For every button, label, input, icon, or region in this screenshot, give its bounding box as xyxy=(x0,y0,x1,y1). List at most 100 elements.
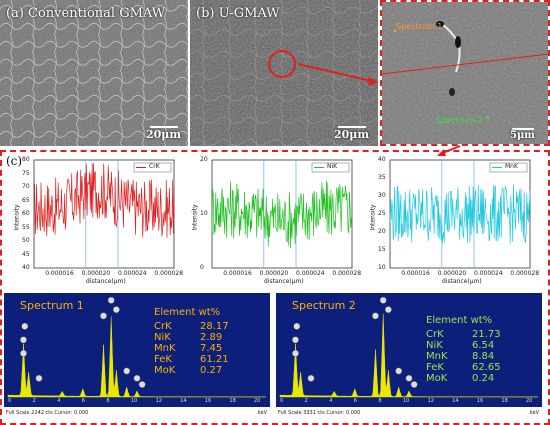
peak-marker xyxy=(307,374,315,382)
x-tick-label: 0.000028 xyxy=(510,270,540,277)
eds-plot xyxy=(7,296,267,398)
eds-unit: keV xyxy=(529,410,539,416)
y-tick-label: 20 xyxy=(378,228,386,235)
eds-x-tick: 10 xyxy=(403,398,410,404)
micrograph-a: (a) Conventional GMAW 20μm xyxy=(0,0,188,146)
micrograph-b: (b) U-GMAW 20μm xyxy=(190,0,378,146)
eds-x-tick: 0 xyxy=(280,398,284,404)
y-tick-label: 10 xyxy=(200,210,208,217)
x-axis-label: distance(μm) xyxy=(86,278,126,285)
eds-unit: keV xyxy=(257,410,267,416)
eds-x-tick: 12 xyxy=(155,398,162,404)
eds-element-name: MnK xyxy=(426,351,448,362)
x-axis-label: distance(μm) xyxy=(442,278,482,285)
eds-element-value: 2.89 xyxy=(200,332,223,343)
x-tick-label: 0.000016 xyxy=(223,270,252,277)
peak-marker xyxy=(100,312,107,320)
eds-x-tick: 2 xyxy=(32,398,36,404)
spectrum1-marker-label: Spectrum 1 xyxy=(396,22,443,31)
eds-x-tick: 20 xyxy=(526,398,533,404)
y-tick-label: 45 xyxy=(22,250,30,258)
y-tick-label: 30 xyxy=(378,192,386,199)
panel-a-scalebar xyxy=(150,126,178,128)
spectrum2-marker-label: Spectrum 2 xyxy=(436,116,483,125)
peak-marker xyxy=(292,336,299,344)
y-tick-label: 10 xyxy=(378,264,386,271)
line-scan-chart-mnk: MnK 40 35 30 25 20 15 10 0.000016 0.000020 0.00002… xyxy=(370,156,539,292)
panel-c-box xyxy=(0,150,550,425)
line-scan-chart-nik: NiK 20 10 0 0.000016 0.000020 0.000024 0.000028… xyxy=(191,156,361,292)
peak-marker xyxy=(384,306,392,314)
y-tick-label: 55 xyxy=(22,223,30,231)
eds-peaks xyxy=(279,313,539,398)
peak-marker xyxy=(405,374,413,382)
eds-element-value: 61.21 xyxy=(200,354,229,365)
micrograph-a-texture xyxy=(0,0,188,146)
eds-table-header: Element wt% xyxy=(426,315,493,326)
peak-marker xyxy=(112,306,120,314)
peak-marker xyxy=(395,367,403,375)
panel-c-label: (c) xyxy=(6,154,23,168)
x-tick-label: 0.000016 xyxy=(45,270,74,277)
eds-element-name: MoK xyxy=(426,373,448,384)
eds-x-tick: 18 xyxy=(501,398,508,404)
panel-b-scalebar xyxy=(338,126,366,128)
eds-x-tick: 16 xyxy=(204,398,212,404)
y-tick-label: 60 xyxy=(22,210,30,217)
eds-x-tick: 4 xyxy=(329,398,333,404)
y-axis-label: Intensity xyxy=(191,204,199,231)
eds-spectrum-2: Spectrum 2 Element wt% CrK 21.73 NiK 6.54 MnK 8… xyxy=(276,293,542,419)
y-tick-label: 35 xyxy=(378,174,386,181)
signal-line xyxy=(389,184,531,244)
y-tick-label: 65 xyxy=(22,196,30,204)
y-tick-label: 50 xyxy=(22,237,30,244)
zoom-scale-label: 5μm xyxy=(510,130,535,141)
eds-table-header: Element wt% xyxy=(154,307,221,318)
line-scan-chart-crk: CrK 80 75 70 65 60 55 50 45 40 0.000016 0.000020 0.0… xyxy=(13,156,183,292)
x-tick-label: 0.000024 xyxy=(118,270,147,277)
eds-x-tick: 8 xyxy=(106,398,110,404)
peak-marker xyxy=(292,349,299,357)
eds-x-tick: 6 xyxy=(81,398,85,404)
eds-x-tick: 8 xyxy=(378,398,382,404)
y-axis-label: Intensity xyxy=(13,204,21,231)
peak-marker xyxy=(138,381,146,388)
x-tick-label: 0.000024 xyxy=(296,270,325,277)
x-axis-label: distance(μm) xyxy=(264,278,304,285)
zoom-texture xyxy=(382,2,548,144)
x-tick-label: 0.000020 xyxy=(259,270,289,277)
line-scan-plot xyxy=(389,159,531,269)
highlight-circle xyxy=(268,50,296,78)
eds-x-tick: 12 xyxy=(427,398,434,404)
eds-element-name: FeK xyxy=(426,362,444,373)
line-scan-plot xyxy=(211,159,353,269)
legend-label: MnK xyxy=(505,163,518,170)
panel-a-label: (a) Conventional GMAW xyxy=(6,6,166,21)
eds-footer-text: Full Scale 3331 cts Cursor: 0.000 xyxy=(278,410,361,416)
eds-element-value: 62.65 xyxy=(472,362,501,373)
eds-footer: Full Scale 2242 cts Cursor: 0.000 keV xyxy=(4,407,270,419)
eds-footer: Full Scale 3331 cts Cursor: 0.000 keV xyxy=(276,407,542,419)
peak-marker xyxy=(21,322,29,330)
peak-marker xyxy=(133,374,141,382)
eds-x-tick: 0 xyxy=(8,398,12,404)
eds-element-value: 0.24 xyxy=(472,373,495,384)
y-tick-label: 75 xyxy=(22,169,30,177)
eds-element-name: FeK xyxy=(154,354,172,365)
peak-marker xyxy=(123,367,131,375)
eds-x-tick: 6 xyxy=(353,398,357,404)
y-tick-label: 20 xyxy=(200,156,208,163)
x-tick-label: 0.000016 xyxy=(401,270,430,277)
x-tick-label: 0.000028 xyxy=(332,270,362,277)
y-tick-label: 40 xyxy=(22,264,30,271)
x-tick-label: 0.000020 xyxy=(437,270,467,277)
eds-element-value: 28.17 xyxy=(200,321,229,332)
panel-b-label: (b) U-GMAW xyxy=(196,6,280,21)
legend-box xyxy=(489,162,528,173)
x-tick-label: 0.000020 xyxy=(81,270,111,277)
eds-element-name: NiK xyxy=(426,340,443,351)
peak-marker xyxy=(20,349,27,357)
y-tick-label: 15 xyxy=(378,246,386,253)
eds-element-value: 8.84 xyxy=(472,351,495,362)
eds-element-name: MnK xyxy=(154,343,176,354)
